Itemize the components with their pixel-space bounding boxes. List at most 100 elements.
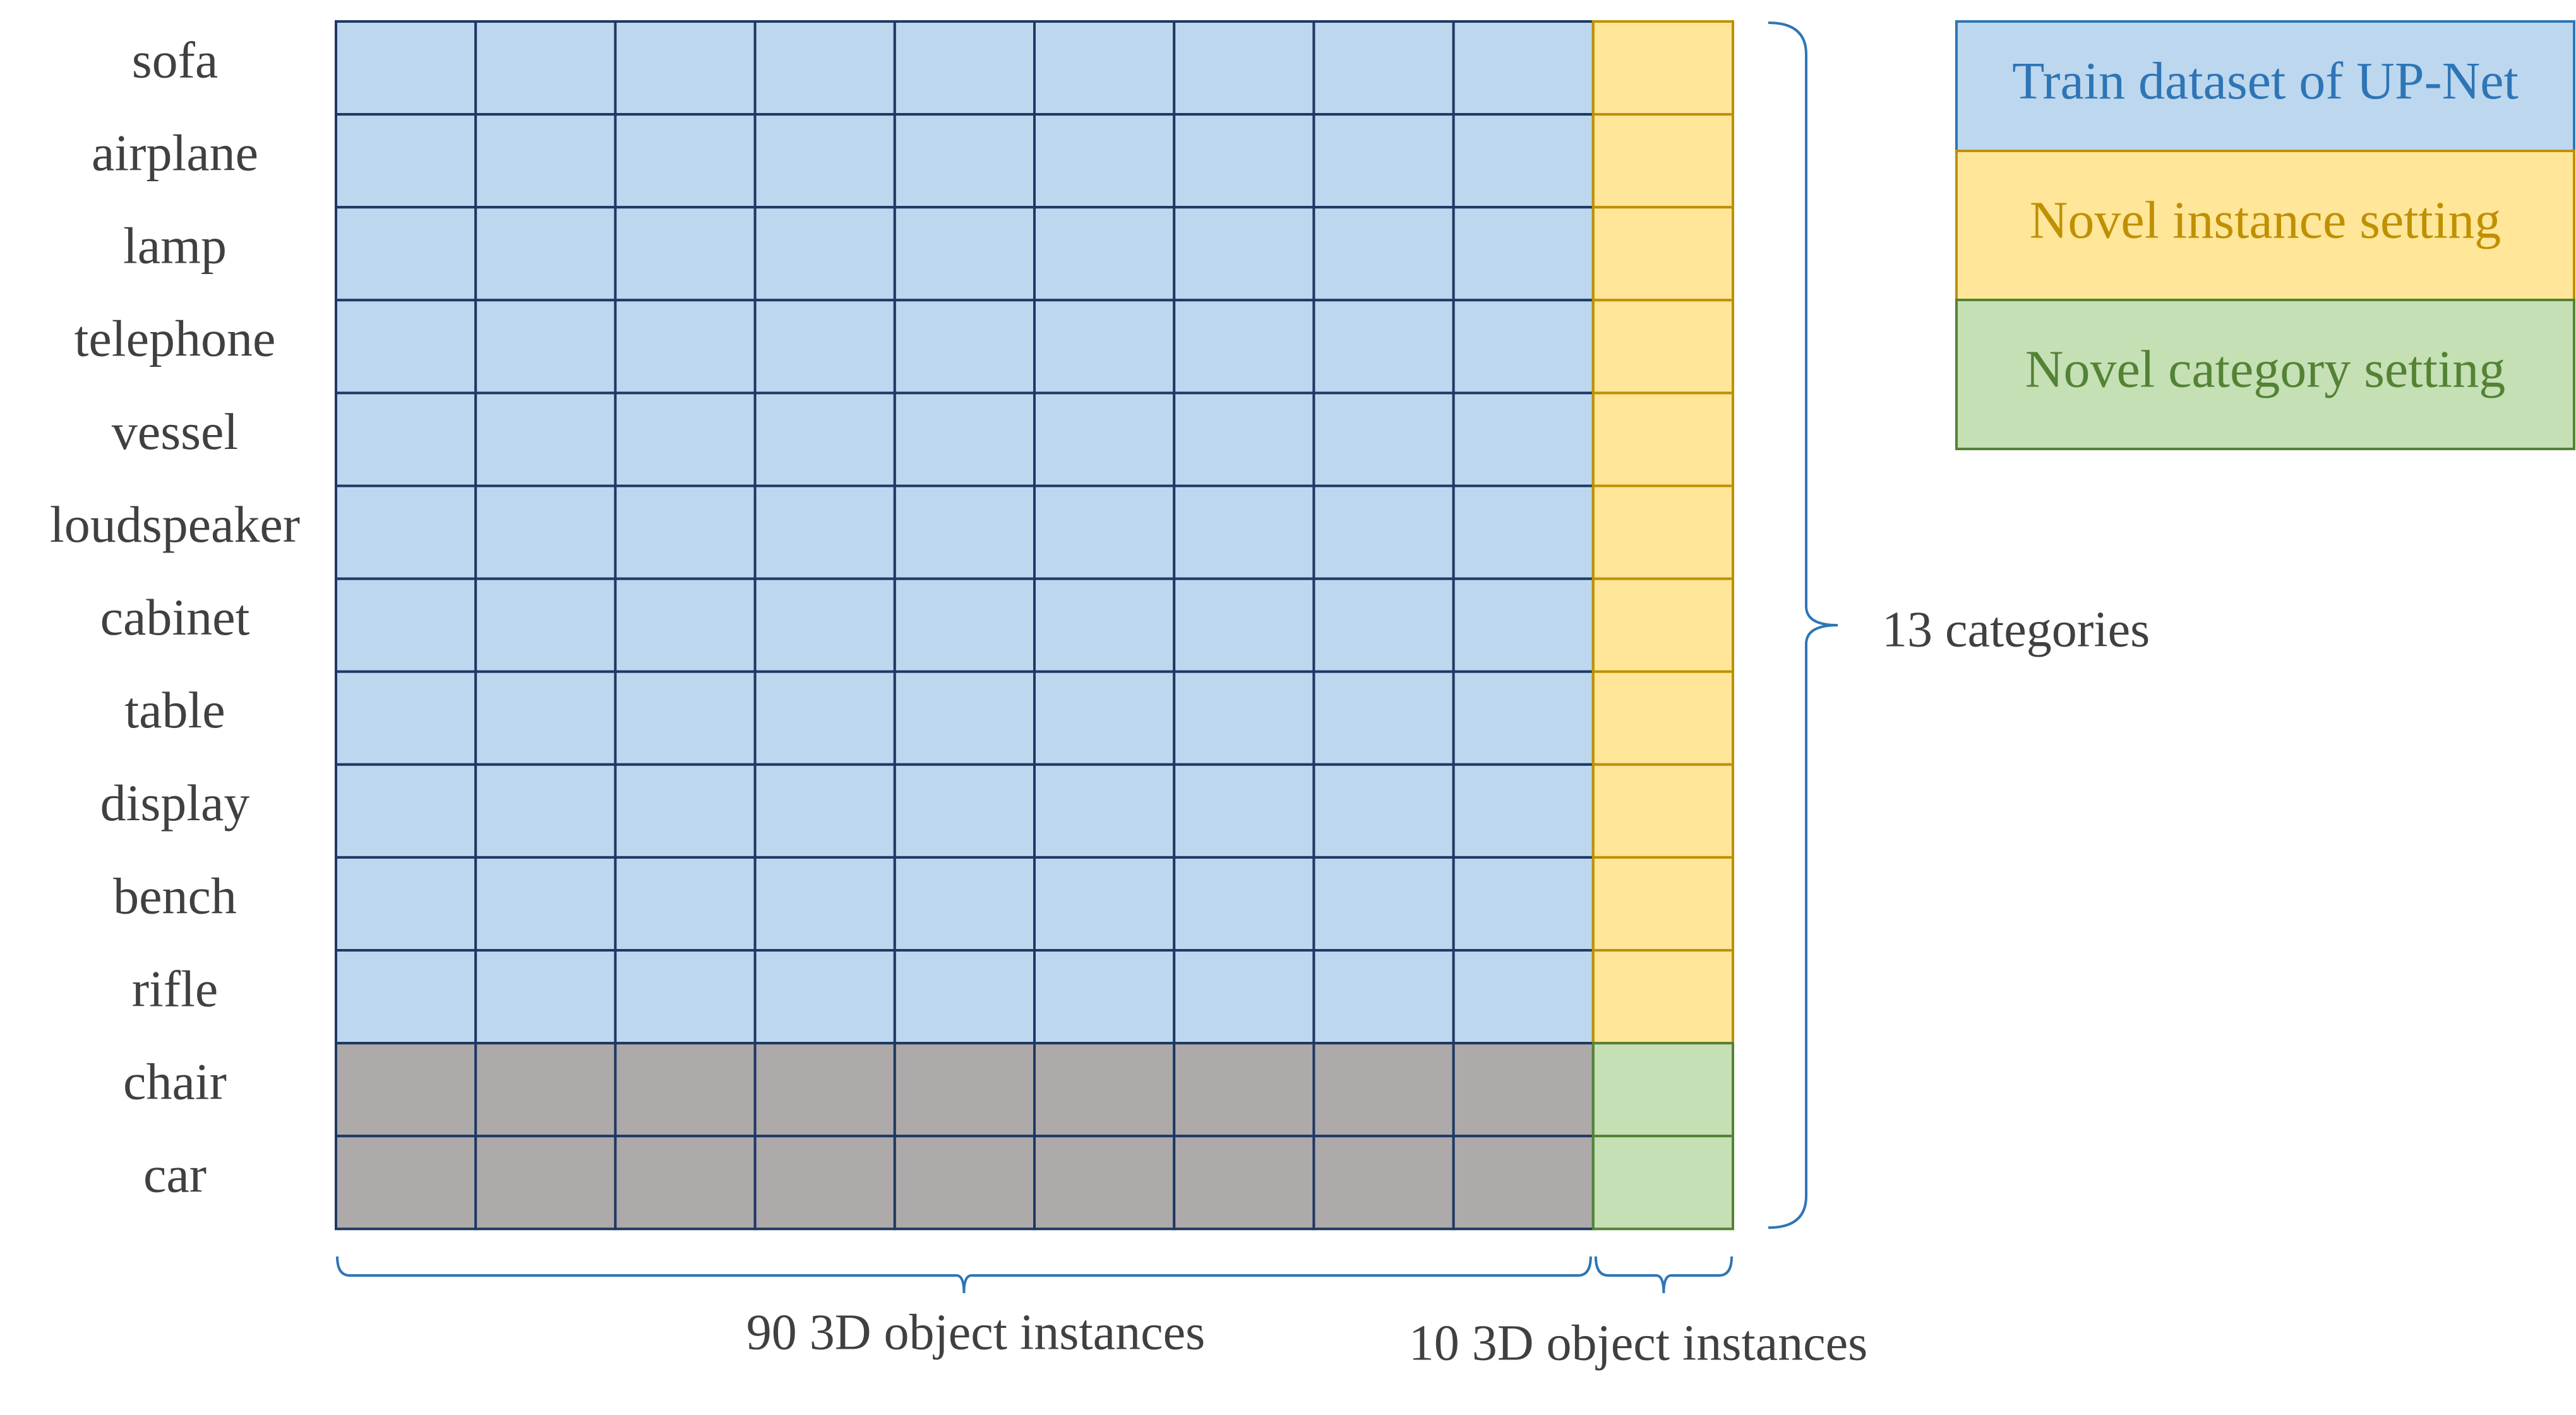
category-label-rifle: rifle (132, 960, 219, 1017)
novel-instance-cell (1591, 206, 1735, 302)
train-cell (474, 206, 617, 302)
train-cell (1033, 670, 1176, 766)
unused-cell (1173, 1135, 1315, 1231)
train-cell (1173, 484, 1315, 580)
train-cell (614, 763, 757, 859)
category-label-vessel: vessel (112, 403, 238, 460)
train-cell (1033, 20, 1176, 116)
category-labels: sofa airplane lamp telephone vessel loudspeak… (50, 31, 300, 1203)
train-cell (335, 484, 477, 580)
train-cell (1173, 20, 1315, 116)
unused-cell (614, 1135, 757, 1231)
train-cell (1173, 949, 1315, 1045)
train-cell (753, 949, 896, 1045)
unused-cell (335, 1042, 477, 1138)
train-cell (1173, 299, 1315, 395)
novel-instance-cell (1591, 113, 1735, 209)
train-cell (474, 670, 617, 766)
train-cell (753, 670, 896, 766)
train-cell (335, 206, 477, 302)
legend-swatch-novel_category (1955, 299, 2575, 450)
unused-cell (1312, 1135, 1455, 1231)
unused-cell (893, 1042, 1036, 1138)
novel-instances-label: 10 3D object instances (1409, 1315, 1867, 1371)
train-cell (1033, 299, 1176, 395)
train-cell (335, 299, 477, 395)
legend-label-train: Train dataset of UP-Net (2012, 52, 2519, 110)
novel-instance-cell (1591, 20, 1735, 116)
train-cell (614, 856, 757, 952)
category-label-airplane: airplane (92, 124, 258, 181)
train-cell (1312, 20, 1455, 116)
train-cell (1173, 206, 1315, 302)
categories-brace (1768, 21, 1838, 1229)
novel-instance-cell (1591, 484, 1735, 580)
main-instances-brace (336, 1256, 1592, 1294)
unused-cell (474, 1042, 617, 1138)
train-cell (1452, 670, 1595, 766)
unused-cell (753, 1042, 896, 1138)
train-cell (1312, 949, 1455, 1045)
train-cell (893, 577, 1036, 673)
train-cell (335, 949, 477, 1045)
unused-cell (335, 1135, 477, 1231)
category-label-table: table (124, 681, 225, 739)
train-cell (335, 856, 477, 952)
unused-cell (1452, 1042, 1595, 1138)
train-cell (753, 856, 896, 952)
train-cell (335, 763, 477, 859)
train-cell (1452, 577, 1595, 673)
category-label-cabinet: cabinet (100, 588, 250, 646)
train-cell (893, 856, 1036, 952)
train-cell (474, 20, 617, 116)
train-cell (1033, 391, 1176, 487)
train-cell (614, 949, 757, 1045)
novel-category-cell (1591, 1042, 1735, 1138)
train-cell (614, 670, 757, 766)
category-label-sofa: sofa (132, 31, 219, 88)
train-cell (474, 484, 617, 580)
train-cell (1033, 484, 1176, 580)
legend: Train dataset of UP-Net Novel instance se… (1955, 20, 2575, 450)
train-cell (614, 577, 757, 673)
train-cell (335, 391, 477, 487)
train-cell (753, 20, 896, 116)
train-cell (614, 484, 757, 580)
train-cell (893, 670, 1036, 766)
unused-cell (1173, 1042, 1315, 1138)
train-cell (1173, 856, 1315, 952)
categories-brace-label: 13 categories (1882, 602, 2150, 657)
train-cell (474, 299, 617, 395)
train-cell (1033, 577, 1176, 673)
train-cell (474, 113, 617, 209)
train-cell (893, 763, 1036, 859)
novel-instance-cell (1591, 949, 1735, 1045)
legend-label-novel_instance: Novel instance setting (2030, 191, 2501, 249)
train-cell (1452, 856, 1595, 952)
train-cell (474, 763, 617, 859)
train-cell (1173, 577, 1315, 673)
train-cell (893, 949, 1036, 1045)
train-cell (1452, 299, 1595, 395)
train-cell (1312, 670, 1455, 766)
unused-cell (474, 1135, 617, 1231)
unused-cell (1033, 1042, 1176, 1138)
train-cell (893, 299, 1036, 395)
train-cell (893, 484, 1036, 580)
train-cell (1452, 484, 1595, 580)
train-cell (893, 20, 1036, 116)
train-cell (614, 113, 757, 209)
novel-instance-cell (1591, 299, 1735, 395)
train-cell (1312, 577, 1455, 673)
legend-swatch-novel_instance (1955, 150, 2575, 301)
train-cell (753, 391, 896, 487)
train-cell (1033, 763, 1176, 859)
train-cell (335, 577, 477, 673)
train-cell (1312, 856, 1455, 952)
train-cell (1173, 763, 1315, 859)
novel-instance-cell (1591, 391, 1735, 487)
train-cell (1173, 391, 1315, 487)
legend-swatch-train (1955, 20, 2575, 152)
train-cell (1452, 206, 1595, 302)
